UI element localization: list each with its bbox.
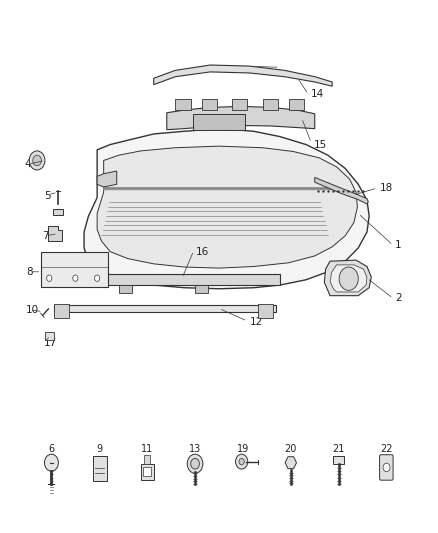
FancyBboxPatch shape xyxy=(176,100,191,110)
Text: 14: 14 xyxy=(311,89,324,99)
Polygon shape xyxy=(53,209,63,215)
FancyBboxPatch shape xyxy=(201,100,217,110)
FancyBboxPatch shape xyxy=(380,455,393,480)
Text: 19: 19 xyxy=(237,445,249,455)
FancyBboxPatch shape xyxy=(232,100,247,110)
Text: 6: 6 xyxy=(48,445,54,455)
Text: 9: 9 xyxy=(96,445,102,455)
Polygon shape xyxy=(324,260,371,296)
Polygon shape xyxy=(315,177,368,204)
Polygon shape xyxy=(154,65,332,86)
Polygon shape xyxy=(330,265,367,292)
Text: 12: 12 xyxy=(250,317,263,327)
Circle shape xyxy=(191,458,199,469)
Text: 17: 17 xyxy=(44,338,57,349)
FancyBboxPatch shape xyxy=(143,467,151,477)
Text: 10: 10 xyxy=(26,305,39,315)
Polygon shape xyxy=(84,128,369,289)
Text: 4: 4 xyxy=(24,159,31,169)
Text: 2: 2 xyxy=(395,293,402,303)
FancyBboxPatch shape xyxy=(144,455,150,464)
Polygon shape xyxy=(97,171,117,187)
FancyBboxPatch shape xyxy=(289,100,304,110)
Circle shape xyxy=(47,275,52,281)
Text: 18: 18 xyxy=(380,183,393,193)
FancyBboxPatch shape xyxy=(141,464,154,480)
FancyBboxPatch shape xyxy=(86,274,280,285)
Text: 8: 8 xyxy=(26,267,33,277)
Text: 11: 11 xyxy=(141,445,153,455)
Circle shape xyxy=(33,155,42,166)
FancyBboxPatch shape xyxy=(258,304,273,318)
Circle shape xyxy=(339,267,358,290)
Circle shape xyxy=(236,454,248,469)
Circle shape xyxy=(95,275,100,281)
Circle shape xyxy=(187,454,203,473)
FancyBboxPatch shape xyxy=(262,100,278,110)
Text: 7: 7 xyxy=(42,231,49,241)
Text: 15: 15 xyxy=(314,140,327,150)
Text: 22: 22 xyxy=(380,445,393,455)
FancyBboxPatch shape xyxy=(45,332,54,340)
Polygon shape xyxy=(285,457,297,469)
FancyBboxPatch shape xyxy=(195,285,208,293)
Text: 5: 5 xyxy=(44,191,51,201)
FancyBboxPatch shape xyxy=(53,305,276,312)
FancyBboxPatch shape xyxy=(119,285,132,293)
FancyBboxPatch shape xyxy=(53,304,69,318)
Polygon shape xyxy=(97,146,357,268)
Text: 21: 21 xyxy=(332,445,345,455)
Text: 13: 13 xyxy=(189,445,201,455)
FancyBboxPatch shape xyxy=(193,114,245,130)
FancyBboxPatch shape xyxy=(93,456,107,481)
Circle shape xyxy=(73,275,78,281)
Circle shape xyxy=(239,458,244,465)
Polygon shape xyxy=(48,226,62,241)
Polygon shape xyxy=(167,107,315,130)
Circle shape xyxy=(45,454,58,471)
Circle shape xyxy=(383,463,390,472)
Text: 1: 1 xyxy=(395,240,402,251)
Circle shape xyxy=(29,151,45,170)
FancyBboxPatch shape xyxy=(41,252,108,287)
FancyBboxPatch shape xyxy=(333,456,344,464)
Text: 16: 16 xyxy=(196,247,209,257)
Text: 20: 20 xyxy=(285,445,297,455)
